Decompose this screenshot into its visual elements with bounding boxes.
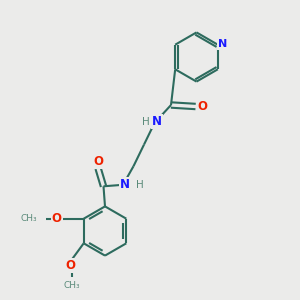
Text: N: N	[218, 39, 227, 49]
Text: N: N	[152, 115, 162, 128]
Text: H: H	[142, 117, 150, 127]
Text: CH₃: CH₃	[64, 281, 81, 290]
Text: CH₃: CH₃	[20, 214, 37, 223]
Text: O: O	[197, 100, 207, 113]
Text: O: O	[52, 212, 62, 225]
Text: N: N	[120, 178, 130, 191]
Text: O: O	[93, 155, 103, 168]
Text: H: H	[136, 180, 143, 190]
Text: O: O	[66, 259, 76, 272]
